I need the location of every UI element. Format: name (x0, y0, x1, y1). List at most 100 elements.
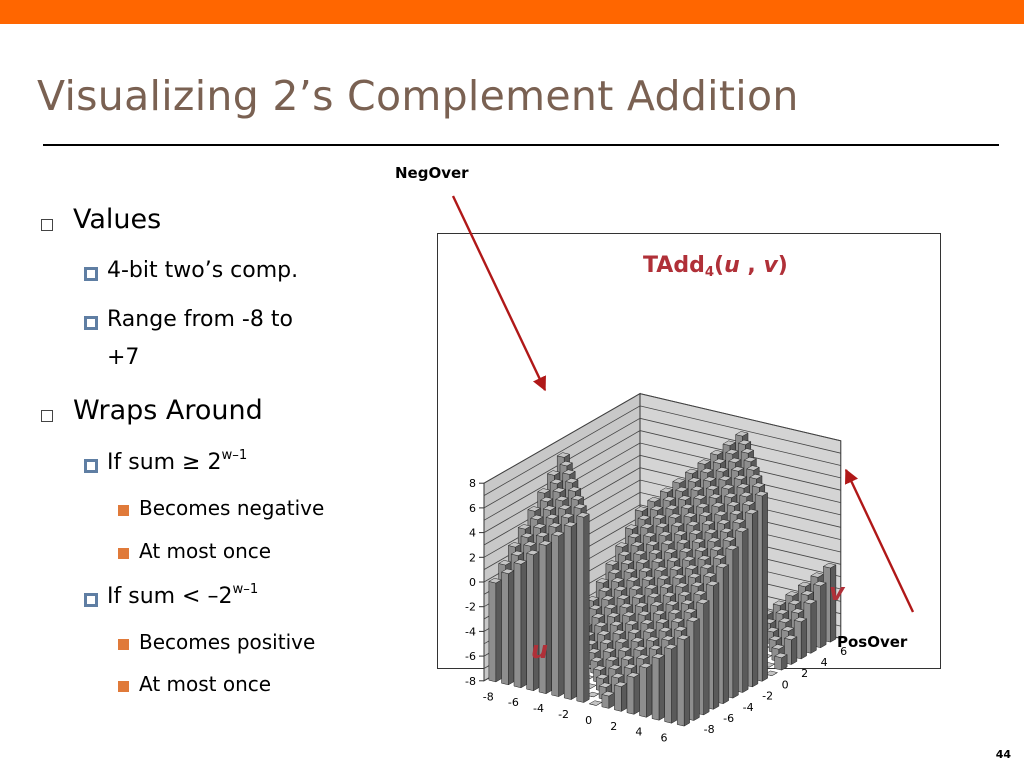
bar-top-face (822, 562, 837, 569)
framed-square-bullet-icon (84, 316, 98, 330)
z-tick-label: -6 (465, 650, 476, 663)
z-tick-label: 8 (469, 477, 476, 490)
bar-side-face (583, 513, 590, 703)
bar-side-face (732, 546, 739, 699)
bullet-range-line2: +7 (107, 345, 140, 370)
gridline (483, 405, 841, 496)
if-sum-lt-text: If sum < –2 (107, 584, 233, 609)
bar (500, 568, 515, 686)
v-axis-variable: v (829, 578, 845, 606)
bar-top-face (793, 616, 808, 623)
chart-title: TAdd4(u , v) (643, 253, 788, 280)
u-tick-label: -6 (508, 696, 519, 709)
bullet-becomes-negative: Becomes negative (139, 496, 325, 520)
bar-top-face (734, 431, 749, 437)
bar-top-face (735, 526, 749, 533)
bar-front-face (488, 581, 497, 683)
bar (551, 531, 565, 698)
bar-top-face (588, 700, 603, 706)
bar-side-face (570, 523, 577, 701)
bar-side-face (508, 570, 515, 686)
bar (783, 634, 798, 665)
chart-bars (488, 431, 837, 727)
bar (613, 681, 628, 712)
u-tick-label: -4 (533, 702, 544, 715)
bar-top-face (573, 503, 588, 509)
bar (638, 662, 653, 718)
framed-square-bullet-icon (84, 593, 98, 607)
z-tick-label: 2 (469, 551, 476, 564)
bar-side-face (658, 654, 665, 721)
gridline (483, 393, 841, 484)
bar-front-face (614, 684, 622, 712)
bar-top-face (803, 598, 818, 605)
if-sum-ge-text: If sum ≥ 2 (107, 450, 222, 475)
bar (525, 549, 540, 692)
bar (626, 672, 641, 715)
bullet-becomes-positive: Becomes positive (139, 630, 316, 654)
bar-side-face (810, 600, 817, 654)
v-tick-label: 2 (801, 667, 808, 680)
bar-front-face (774, 655, 782, 671)
chart-title-close-paren: ) (777, 253, 788, 278)
bar-top-face (556, 452, 571, 458)
u-tick-label: -8 (483, 690, 494, 703)
bar-side-face (800, 618, 807, 660)
bullet-wraps: Wraps Around (73, 395, 263, 426)
bar-front-face (664, 647, 672, 724)
bar (563, 521, 578, 701)
bar (588, 700, 603, 706)
bar (513, 559, 528, 689)
bullet-if-sum-ge: If sum ≥ 2w–1 (107, 449, 247, 475)
bar-top-face (783, 634, 798, 641)
bar-front-face (626, 675, 635, 715)
bar-side-face (646, 664, 653, 718)
bar-top-face (570, 495, 585, 501)
bar-front-face (551, 534, 559, 697)
bullet-at-most-once-1: At most once (139, 539, 272, 563)
bar-top-face (746, 465, 760, 471)
v-tick-label: -4 (743, 701, 754, 714)
page-number: 44 (995, 748, 1011, 761)
orange-square-bullet-icon (118, 639, 129, 650)
bar-top-face (748, 473, 763, 480)
bar-front-face (676, 637, 685, 727)
bar-top-face (676, 634, 691, 640)
z-tick-label: -2 (465, 601, 476, 614)
bar-side-face (520, 560, 527, 689)
top-accent-bar (0, 0, 1024, 24)
slide-title: Visualizing 2’s Complement Addition (37, 72, 799, 120)
if-sum-lt-exponent: w–1 (232, 582, 259, 598)
v-tick-label: -2 (762, 690, 773, 703)
z-tick-label: 4 (469, 527, 476, 540)
square-bullet-icon (41, 219, 53, 231)
bar-top-face (567, 486, 582, 492)
z-tick-label: 6 (469, 502, 476, 515)
callout-arrows (451, 195, 915, 613)
gridline (483, 442, 841, 533)
orange-square-bullet-icon (118, 548, 129, 559)
bar-front-face (639, 665, 647, 718)
bar-front-face (651, 656, 660, 721)
bar-front-face (563, 524, 572, 700)
negover-arrow (451, 195, 547, 392)
gridline (483, 417, 841, 509)
chart-title-subscript: 4 (704, 264, 715, 280)
v-tick-label: 6 (840, 645, 847, 658)
bar-top-face (715, 562, 730, 569)
bar (601, 691, 615, 709)
bar-top-face (740, 448, 755, 454)
bar (488, 578, 503, 683)
bar-front-face (501, 571, 509, 686)
bar-side-face (713, 582, 720, 710)
chart-title-separator: , (739, 253, 764, 278)
u-tick-label: 2 (610, 720, 617, 733)
bar-top-face (562, 469, 576, 475)
bar-top-face (813, 580, 827, 587)
chart-title-func: TAdd (643, 253, 705, 278)
framed-square-bullet-icon (84, 459, 98, 473)
z-tick-label: -4 (465, 625, 476, 638)
bar-top-face (744, 508, 759, 515)
bar-top-face (725, 544, 740, 551)
posover-label: PosOver (837, 633, 908, 651)
